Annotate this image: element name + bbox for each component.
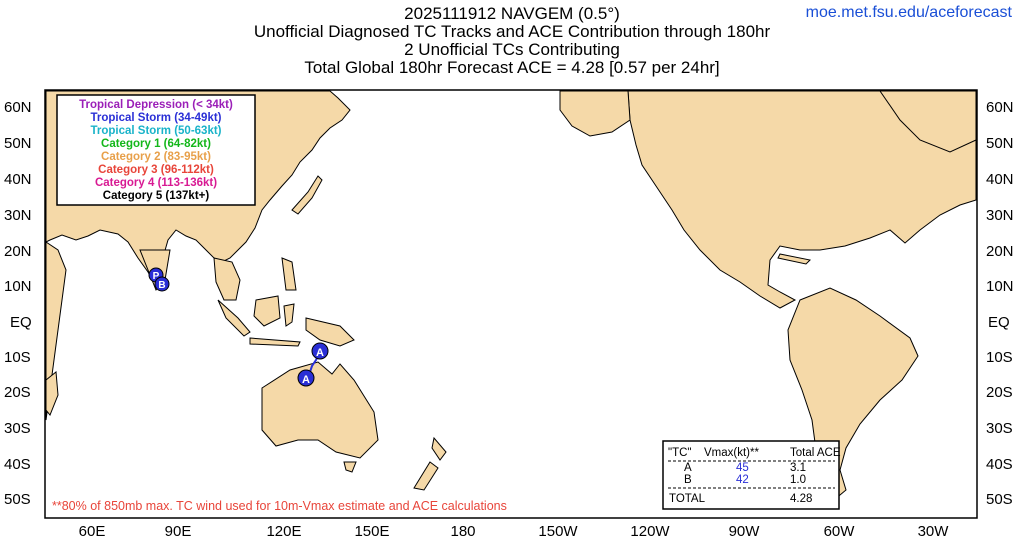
lat-label-left-3: 30N: [4, 207, 32, 224]
lon-label-3: 150E: [354, 523, 389, 540]
north-america: [627, 90, 977, 309]
ace-table: "TC" Vmax(kt)** Total ACE A 45 3.1 B 42 …: [662, 440, 841, 510]
lat-label-right-3: 30N: [986, 207, 1014, 224]
storm-a-track: A A: [297, 342, 329, 387]
indochina: [213, 257, 241, 301]
storm-b-marker-2-label: B: [158, 280, 165, 291]
storm-a-marker-2: [297, 369, 315, 387]
tasmania: [343, 461, 357, 473]
lat-label-right-7: 10S: [986, 349, 1013, 366]
madagascar: [45, 371, 59, 416]
storm-b-marker-1-label: P: [153, 271, 160, 282]
legend-item-6: Category 4 (113-136kt): [95, 177, 217, 189]
storm-b-track: P B: [148, 267, 170, 292]
lat-label-right-11: 50S: [986, 491, 1013, 508]
lon-label-9: 30W: [918, 523, 950, 540]
lat-label-left-8: 20S: [4, 384, 31, 401]
legend-item-7: Category 5 (137kt+): [103, 190, 210, 202]
intensity-legend: Tropical Depression (< 34kt) Tropical St…: [56, 94, 256, 206]
storm-a-marker-1-label: A: [316, 347, 324, 359]
lat-label-right-8: 20S: [986, 384, 1013, 401]
lon-label-7: 90W: [729, 523, 761, 540]
header-line-2: Unofficial Diagnosed TC Tracks and ACE C…: [253, 22, 771, 41]
lat-labels-left: 60N 50N 40N 30N 20N 10N EQ 10S 20S 30S 4…: [4, 99, 32, 508]
ace-row-b-ace: 1.0: [790, 474, 806, 486]
new-guinea: [305, 317, 355, 347]
australia: [261, 361, 379, 459]
lon-label-0: 60E: [79, 523, 106, 540]
website-link[interactable]: moe.met.fsu.edu/aceforecast: [805, 4, 1012, 21]
ace-total-label: TOTAL: [669, 493, 706, 505]
lat-label-left-10: 40S: [4, 456, 31, 473]
lat-label-right-6: EQ: [988, 314, 1010, 331]
storm-a-marker-2-label: A: [302, 374, 310, 386]
lon-label-5: 150W: [538, 523, 578, 540]
lat-label-right-4: 20N: [986, 243, 1014, 260]
ace-row-b-vmax: 42: [736, 474, 749, 486]
storm-a-marker-1: [311, 342, 329, 360]
sumatra: [217, 299, 251, 337]
header-line-4: Total Global 180hr Forecast ACE = 4.28 […: [304, 58, 720, 77]
lat-label-left-2: 40N: [4, 171, 32, 188]
legend-item-3: Category 1 (64-82kt): [101, 138, 211, 150]
lon-label-6: 120W: [630, 523, 670, 540]
philippines: [281, 257, 297, 291]
lon-label-8: 60W: [824, 523, 856, 540]
sulawesi: [283, 303, 295, 327]
legend-item-0: Tropical Depression (< 34kt): [79, 99, 233, 111]
java: [249, 337, 301, 347]
lat-label-right-1: 50N: [986, 135, 1014, 152]
ace-row-a-ace: 3.1: [790, 462, 806, 474]
borneo: [253, 295, 281, 327]
lon-label-1: 90E: [165, 523, 192, 540]
lat-label-left-7: 10S: [4, 349, 31, 366]
lat-label-left-9: 30S: [4, 420, 31, 437]
header-line-1: 2025111912 NAVGEM (0.5°): [404, 4, 620, 23]
lat-label-left-4: 20N: [4, 243, 32, 260]
legend-item-1: Tropical Storm (34-49kt): [90, 112, 221, 124]
ace-header-total: Total ACE: [790, 447, 841, 459]
lat-label-right-9: 30S: [986, 420, 1013, 437]
new-zealand-north: [431, 436, 447, 461]
ace-header-tc: "TC": [668, 447, 692, 459]
ace-total-value: 4.28: [790, 493, 812, 505]
lat-label-right-0: 60N: [986, 99, 1014, 116]
lat-label-left-6: EQ: [10, 314, 32, 331]
lon-label-2: 120E: [266, 523, 301, 540]
new-zealand-south: [413, 461, 439, 491]
japan: [291, 175, 323, 215]
lat-label-left-11: 50S: [4, 491, 31, 508]
legend-box: [56, 94, 256, 206]
legend-item-5: Category 3 (96-112kt): [98, 164, 214, 176]
lat-label-left-1: 50N: [4, 135, 32, 152]
lat-label-left-0: 60N: [4, 99, 32, 116]
lon-labels: 60E 90E 120E 150E 180 150W 120W 90W 60W …: [79, 523, 950, 540]
header-line-3: 2 Unofficial TCs Contributing: [404, 40, 620, 59]
greenland: [879, 90, 977, 153]
legend-item-2: Tropical Storm (50-63kt): [90, 125, 221, 137]
lat-label-right-2: 40N: [986, 171, 1014, 188]
cuba: [777, 253, 812, 265]
lon-label-4: 180: [450, 523, 475, 540]
footnote: **80% of 850mb max. TC wind used for 10m…: [52, 499, 507, 513]
lat-labels-right: 60N 50N 40N 30N 20N 10N EQ 10S 20S 30S 4…: [986, 99, 1014, 508]
ace-row-b-tc: B: [684, 474, 692, 486]
ace-row-a-tc: A: [684, 462, 692, 474]
alaska: [559, 90, 631, 137]
ace-header-vmax: Vmax(kt)**: [704, 447, 759, 459]
ace-table-box: [662, 440, 840, 510]
lat-label-right-5: 10N: [986, 278, 1014, 295]
ace-row-a-vmax: 45: [736, 462, 749, 474]
lat-label-right-10: 40S: [986, 456, 1013, 473]
storm-b-marker-2: [154, 276, 170, 292]
legend-item-4: Category 2 (83-95kt): [101, 151, 211, 163]
lat-label-left-5: 10N: [4, 278, 32, 295]
